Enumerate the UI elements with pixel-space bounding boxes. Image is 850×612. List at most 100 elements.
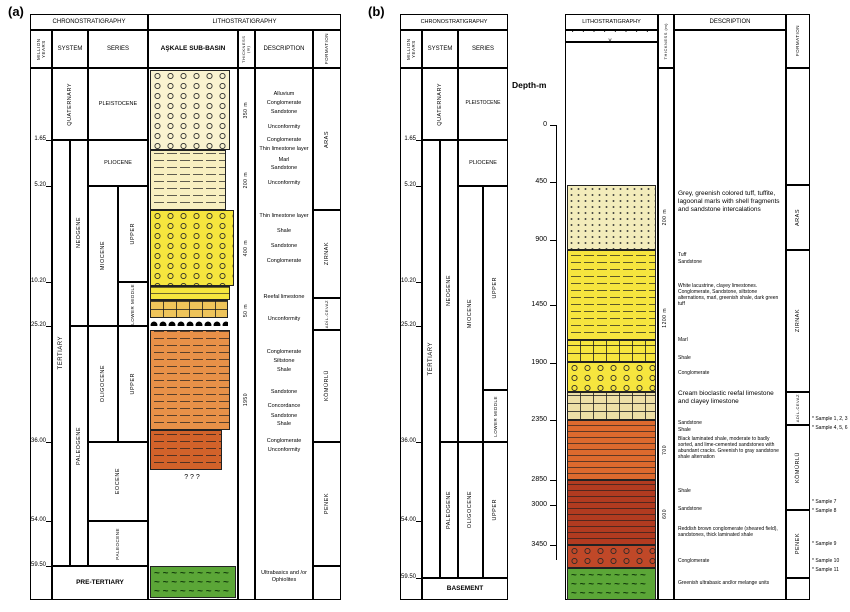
series-miocene-lower-middle: LOWER MIDDLE (130, 283, 136, 325)
thickness-value: 50 m (242, 304, 249, 318)
formation-label: ARAS (323, 130, 330, 148)
thickness-value: 700 (662, 445, 669, 455)
litho-pliocene-marl (150, 150, 226, 210)
description-column (674, 30, 786, 600)
desc-item: Sandstone (270, 389, 298, 395)
header-million-years: MILLION YEARS (35, 38, 46, 60)
litho-miocene-conglomerate (150, 210, 234, 286)
unconformity-wavy-line (150, 318, 228, 327)
depth-label: 2850 (531, 476, 547, 483)
tick-line (416, 521, 423, 522)
depth-tick (550, 363, 557, 364)
desc-item: Sandstone (270, 243, 298, 249)
desc-item: Sandstone (678, 259, 702, 265)
thickness-value: 400 m (242, 239, 249, 257)
desc-item: Marl (278, 157, 290, 163)
series-pliocene: PLIOCENE (458, 140, 508, 186)
thickness-value: 1200 m (662, 307, 669, 328)
litho-limestone (567, 340, 656, 362)
desc-item: Conglomerate (266, 137, 302, 143)
litho-eocene-clastics (150, 430, 222, 470)
sample-note: * Sample 11 (812, 567, 839, 573)
desc-item: Sandstone (678, 506, 702, 512)
depth-label: 0 (543, 121, 547, 128)
tick-line (416, 140, 423, 141)
tick-line (46, 326, 53, 327)
series-oligocene-upper: UPPER (129, 373, 136, 395)
header-million-years: MILLION YEARS (405, 38, 416, 60)
panel-b-label: (b) (368, 4, 385, 19)
litho-reefal-limestone (150, 300, 228, 318)
tick-line (46, 140, 53, 141)
panel-a-label: (a) (8, 4, 24, 19)
litho-melange (567, 568, 656, 600)
depth-label: 3000 (531, 501, 547, 508)
header-chronostratigraphy: CHRONOSTRATIGRAPHY (400, 14, 508, 30)
formation-label: KÖMÜRLÜ (794, 451, 801, 483)
series-oligocene: OLIGOCENE (467, 491, 474, 529)
tick-line (46, 186, 53, 187)
series-pleistocene: PLEISTOCENE (458, 68, 508, 140)
litho-red-conglomerate (567, 545, 656, 568)
sample-note: * Sample 10 (812, 558, 840, 564)
desc-item: Unconformity (267, 316, 301, 322)
tick-line (46, 521, 53, 522)
thickness-column (658, 68, 674, 600)
thickness-value: 200 m (242, 171, 249, 189)
system-basement: BASEMENT (422, 578, 508, 600)
series-oligocene: OLIGOCENE (99, 365, 106, 403)
tick-line (416, 282, 423, 283)
depth-tick (550, 305, 557, 306)
series-eocene: EOCENE (114, 468, 121, 495)
depth-tick (550, 480, 557, 481)
desc-item: Greenish ultrabasic and/or melange units (678, 580, 770, 586)
desc-item: Alluvium (273, 91, 295, 97)
header-thickness: THICKNESS (m) (240, 35, 251, 63)
formation-label: ARAS (794, 209, 801, 226)
description-column (255, 68, 313, 600)
desc-item: Shale (276, 421, 292, 427)
thickness-value: 1950 (242, 393, 249, 407)
series-pliocene: PLIOCENE (88, 140, 148, 186)
desc-item: Sandstone (270, 165, 298, 171)
desc-item: Shale (276, 228, 292, 234)
tick-label: 54.00 (400, 517, 416, 523)
tick-label: 25.20 (30, 322, 46, 328)
thickness-value: 350 m (242, 101, 249, 119)
thickness-value: 600 (662, 509, 669, 519)
litho-reefal-limestone (567, 392, 656, 420)
desc-item: Conglomerate (266, 100, 302, 106)
desc-item: Unconformity (267, 447, 301, 453)
depth-label: 2350 (531, 416, 547, 423)
formation-label: PENEK (323, 493, 330, 515)
desc-item: Tuff (678, 252, 687, 258)
depth-label: 900 (535, 236, 547, 243)
desc-item: Conglomerate (678, 558, 710, 564)
header-formation: FORMATION (324, 33, 330, 65)
tick-line (416, 186, 423, 187)
sample-note: * Sample 8 (812, 508, 837, 514)
litho-sandstone-shale (567, 420, 656, 480)
desc-item: Siltstone (273, 358, 295, 364)
desc-item: Conglomerate (678, 370, 710, 376)
desc-item: Thin limestone layer (259, 146, 309, 152)
depth-tick (550, 505, 557, 506)
litho-ophiolites (150, 566, 236, 598)
depth-axis-title: Depth-m (512, 80, 547, 90)
formation-label: ZIRNAK (323, 242, 330, 266)
tuff-pattern-strip (565, 30, 658, 42)
thickness-value: 200 m (662, 208, 669, 226)
desc-item: Conglomerate (266, 258, 302, 264)
desc-item: Marl (678, 337, 688, 343)
tick-line (416, 442, 423, 443)
series-paleocene: PALEOCENE (115, 527, 121, 560)
unknown-interval-marks: ? ? ? (184, 474, 200, 481)
desc-item: Sandstone (270, 413, 298, 419)
litho-oligocene-clastics (150, 330, 230, 430)
sample-note: * Sample 1, 2, 3 (812, 416, 848, 422)
formation-label: PENEK (794, 533, 801, 555)
tick-line (46, 282, 53, 283)
header-lithostratigraphy: LITHOSTRATIGRAPHY (565, 14, 658, 30)
tick-label: 1.65 (34, 136, 46, 142)
